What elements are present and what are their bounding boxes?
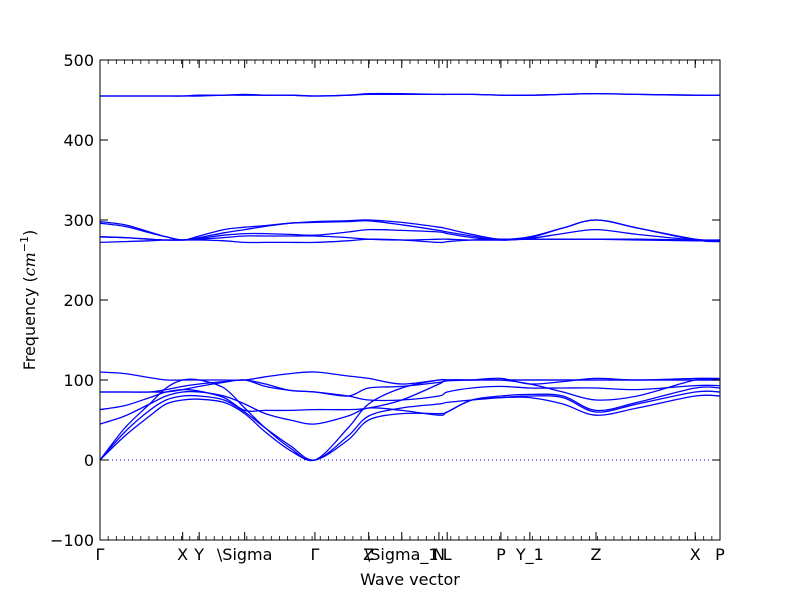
y-axis-label-suffix: ) — [20, 230, 39, 236]
y-tick-label: 400 — [63, 131, 94, 150]
x-tick-label: X — [690, 545, 701, 564]
y-tick-label: 300 — [63, 211, 94, 230]
band-line-2 — [100, 390, 720, 461]
x-tick-label: Γ — [310, 545, 319, 564]
band-line-4 — [100, 386, 720, 425]
y-axis-ticks: −100 0 100 200 300 400 500 — [50, 51, 720, 550]
x-tick-label: P — [715, 545, 725, 564]
x-axis-ticks: Γ X Y \Sigma Γ Z\Sigma_1NL P Y_1 Z X P — [96, 60, 725, 565]
y-tick-label: 100 — [63, 371, 94, 390]
band-line-15 — [100, 92, 720, 97]
band-line-7 — [100, 371, 720, 385]
x-tick-label: X — [177, 545, 188, 564]
y-tick-label: 500 — [63, 51, 94, 70]
y-axis-label-exponent: −1 — [18, 236, 31, 252]
x-axis-label: Wave vector — [360, 570, 460, 589]
band-lines — [100, 92, 720, 462]
y-tick-label: −100 — [50, 531, 94, 550]
y-axis-label-prefix: Frequency ( — [20, 276, 39, 370]
x-tick-label: Z — [591, 545, 602, 564]
minor-ticks — [99, 60, 721, 540]
x-tick-label: L — [443, 545, 452, 564]
y-tick-label: 200 — [63, 291, 94, 310]
x-tick-label: N — [433, 545, 445, 564]
x-tick-label: \Sigma_1 — [365, 545, 439, 565]
band-line-6 — [100, 379, 720, 402]
x-tick-label: \Sigma — [217, 545, 273, 564]
x-tick-label: Z — [363, 545, 374, 564]
plot-frame — [99, 59, 721, 541]
y-axis-label-unit: cm — [20, 252, 39, 276]
y-tick-label: 0 — [84, 451, 94, 470]
x-tick-label: P — [496, 545, 506, 564]
x-tick-label: Y — [193, 545, 204, 564]
x-tick-label: Γ — [96, 545, 105, 564]
y-axis-label: Frequency (cm−1) — [18, 230, 39, 371]
x-tick-label: Y_1 — [515, 545, 544, 565]
band-line-8 — [100, 377, 720, 397]
band-line-13 — [100, 219, 720, 242]
band-line-3 — [100, 394, 720, 461]
